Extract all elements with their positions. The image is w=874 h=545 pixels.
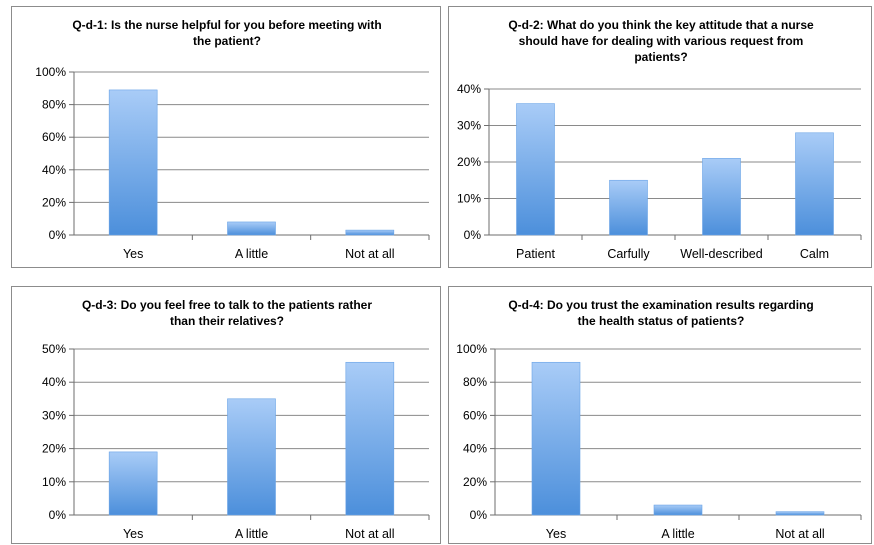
bar-a-little	[653, 504, 703, 516]
y-tick-label: 60%	[42, 130, 66, 144]
y-tick-label: 50%	[42, 342, 66, 356]
bar-calm	[795, 132, 834, 236]
x-category-label: Yes	[123, 247, 143, 261]
y-tick-label: 0%	[49, 228, 67, 242]
y-tick-label: 30%	[457, 119, 481, 133]
y-tick-label: 100%	[35, 65, 66, 79]
chart-title-line: Q-d-4: Do you trust the examination resu…	[508, 298, 813, 312]
chart-title-line: should have for dealing with various req…	[519, 34, 804, 48]
chart-panel-q-d-4: Q-d-4: Do you trust the examination resu…	[448, 286, 872, 544]
y-tick-label: 40%	[463, 442, 487, 456]
y-tick-label: 40%	[42, 163, 66, 177]
x-category-label: A little	[235, 247, 268, 261]
chart-title-line: the health status of patients?	[578, 314, 745, 328]
bar-not-at-all	[345, 229, 395, 236]
y-tick-label: 20%	[457, 155, 481, 169]
x-category-label: Carfully	[607, 247, 650, 261]
bar-yes	[531, 361, 581, 516]
bar-not-at-all	[775, 511, 825, 516]
x-category-label: A little	[661, 527, 694, 541]
x-category-label: Well-described	[680, 247, 762, 261]
x-category-label: Not at all	[775, 527, 824, 541]
y-tick-label: 100%	[456, 342, 487, 356]
y-tick-label: 40%	[42, 375, 66, 389]
x-category-label: Yes	[123, 527, 143, 541]
bar-carfully	[609, 179, 648, 236]
bar-a-little	[227, 398, 276, 516]
y-tick-label: 40%	[457, 82, 481, 96]
x-category-label: Patient	[516, 247, 555, 261]
chart-q-d-2: Q-d-2: What do you think the key attitud…	[457, 18, 862, 261]
y-tick-label: 10%	[42, 475, 66, 489]
x-category-label: Not at all	[345, 527, 394, 541]
chart-q-d-4: Q-d-4: Do you trust the examination resu…	[456, 298, 862, 541]
chart-panel-q-d-3: Q-d-3: Do you feel free to talk to the p…	[11, 286, 441, 544]
chart-q-d-3: Q-d-3: Do you feel free to talk to the p…	[42, 298, 430, 541]
chart-title-line: Q-d-2: What do you think the key attitud…	[508, 18, 814, 32]
y-tick-label: 80%	[463, 375, 487, 389]
chart-title-line: Q-d-1: Is the nurse helpful for you befo…	[72, 18, 381, 32]
x-category-label: Yes	[546, 527, 566, 541]
chart-title-line: patients?	[634, 50, 687, 64]
chart-panel-q-d-2: Q-d-2: What do you think the key attitud…	[448, 6, 872, 268]
bar-well-described	[702, 158, 741, 236]
chart-panel-q-d-1: Q-d-1: Is the nurse helpful for you befo…	[11, 6, 441, 268]
chart-q-d-1: Q-d-1: Is the nurse helpful for you befo…	[35, 18, 430, 261]
bar-not-at-all	[345, 361, 395, 516]
bar-patient	[516, 103, 555, 236]
y-tick-label: 20%	[42, 195, 66, 209]
y-tick-label: 80%	[42, 98, 66, 112]
y-tick-label: 0%	[49, 508, 67, 522]
y-tick-label: 10%	[457, 192, 481, 206]
chart-title-line: than their relatives?	[170, 314, 284, 328]
y-tick-label: 20%	[463, 475, 487, 489]
y-tick-label: 20%	[42, 442, 66, 456]
y-tick-label: 0%	[470, 508, 488, 522]
y-tick-label: 0%	[464, 228, 482, 242]
bar-yes	[108, 451, 158, 516]
chart-title-line: Q-d-3: Do you feel free to talk to the p…	[82, 298, 372, 312]
y-tick-label: 60%	[463, 408, 487, 422]
x-category-label: A little	[235, 527, 268, 541]
y-tick-label: 30%	[42, 408, 66, 422]
x-category-label: Not at all	[345, 247, 394, 261]
bar-a-little	[227, 221, 276, 236]
chart-title-line: the patient?	[193, 34, 261, 48]
x-category-label: Calm	[800, 247, 829, 261]
bar-yes	[108, 89, 158, 236]
